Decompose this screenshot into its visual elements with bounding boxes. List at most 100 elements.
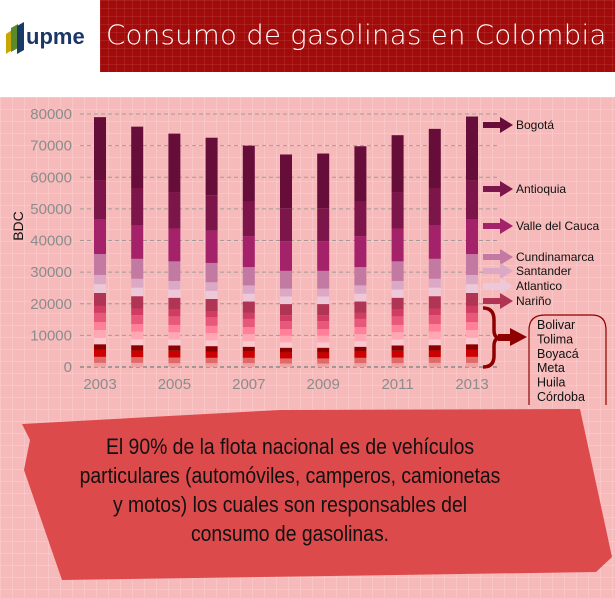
bar-segment-bogotá — [428, 128, 441, 189]
bar-segment-antioquia — [242, 201, 255, 237]
bar-segment-other — [317, 363, 330, 367]
bar-segment-tolima — [466, 312, 478, 323]
bar-segment-tolima — [205, 317, 218, 326]
bar-segment-other — [391, 357, 404, 364]
bar-segment-atlantico — [94, 284, 106, 293]
bar-segment-boyacá — [428, 323, 441, 332]
bar-segment-cundinamarca — [280, 270, 292, 289]
bar-segment-bogotá — [168, 133, 181, 193]
bar-segment-meta — [242, 334, 255, 342]
bar-segment-other — [466, 362, 478, 367]
bar-segment-valle-del-cauca — [354, 236, 367, 268]
bar-segment-antioquia — [466, 180, 478, 219]
bar-segment-córdoba — [205, 346, 218, 352]
bar-segment-córdoba — [391, 345, 404, 351]
bar-segment-boyacá — [131, 323, 144, 332]
bar-segment-córdoba — [94, 344, 106, 350]
bar-segment-antioquia — [391, 192, 404, 229]
bar-segment-other — [168, 350, 181, 358]
note-line: consumo de gasolinas. — [190, 521, 390, 546]
bar-segment-bolivar — [317, 315, 330, 322]
bar-segment-atlantico — [168, 289, 181, 298]
legend-group-label: Huila — [537, 376, 566, 390]
x-tick-label: 2011 — [381, 376, 413, 393]
bar-segment-boyacá — [317, 329, 330, 336]
bar-segment-cundinamarca — [391, 261, 404, 281]
note-line: particulares (automóviles, camperos, cam… — [79, 463, 501, 488]
bar-segment-córdoba — [168, 345, 181, 351]
bar-segment-santander — [242, 285, 255, 294]
bar-segment-atlantico — [466, 284, 478, 293]
bar-segment-nariño — [428, 296, 441, 309]
bar-segment-córdoba — [131, 345, 144, 351]
bar-segment-córdoba — [280, 347, 292, 353]
bar-segment-boyacá — [391, 324, 404, 333]
x-tick-label: 2003 — [83, 376, 116, 393]
legend-label: Cundinamarca — [516, 250, 594, 264]
bar-segment-bogotá — [205, 137, 218, 196]
bar-segment-meta — [354, 334, 367, 342]
bar-segment-other — [317, 352, 330, 359]
bar-segment-bogotá — [317, 153, 330, 209]
bar-segment-valle-del-cauca — [131, 225, 144, 259]
legend-arrow-icon — [500, 218, 513, 234]
bar-segment-other — [131, 357, 144, 363]
bar-segment-boyacá — [168, 324, 181, 333]
bar-segment-other — [428, 362, 441, 367]
y-tick-label: 10000 — [30, 327, 72, 344]
bar-segment-santander — [205, 282, 218, 291]
legend-group-box — [528, 314, 607, 405]
bar-segment-other — [317, 358, 330, 364]
bar-segment-other — [428, 350, 441, 358]
bar-segment-antioquia — [428, 188, 441, 226]
y-tick-label: 80000 — [30, 106, 72, 123]
bar-segment-valle-del-cauca — [168, 228, 181, 262]
bar-segment-other — [131, 350, 144, 358]
info-note: El 90% de la flota nacional es de vehícu… — [70, 432, 510, 548]
bar-segment-cundinamarca — [242, 267, 255, 286]
bar-segment-huila — [94, 337, 106, 345]
page-title: Consumo de gasolinas en Colombia — [106, 20, 607, 51]
bar-segment-bolivar — [242, 312, 255, 319]
bar-segment-atlantico — [280, 296, 292, 305]
legend-arrow-icon — [510, 328, 527, 346]
title-banner: Consumo de gasolinas en Colombia — [100, 0, 615, 72]
bar-segment-huila — [242, 341, 255, 347]
bar-segment-santander — [280, 288, 292, 297]
legend-label: Bogotá — [516, 118, 554, 132]
bar-segment-valle-del-cauca — [242, 236, 255, 268]
bar-segment-cundinamarca — [94, 254, 106, 275]
legend-arrow-icon — [483, 254, 501, 260]
legend-label: Atlantico — [516, 279, 562, 293]
bar-segment-other — [354, 351, 367, 358]
bar-segment-santander — [131, 278, 144, 288]
bar-segment-other — [94, 362, 106, 367]
bar-segment-boyacá — [242, 327, 255, 335]
bar-segment-meta — [131, 331, 144, 340]
y-axis-label: BDC — [10, 211, 26, 241]
upme-logo: upme — [4, 20, 96, 64]
bar-segment-other — [280, 358, 292, 364]
bar-segment-valle-del-cauca — [94, 218, 106, 255]
bar-segment-tolima — [354, 318, 367, 328]
legend-arrow-icon — [500, 249, 513, 265]
legend-group-label: Córdoba — [537, 390, 585, 404]
bar-segment-bolivar — [205, 311, 218, 318]
y-tick-label: 20000 — [30, 296, 72, 313]
bar-segment-atlantico — [354, 293, 367, 302]
bar-segment-santander — [168, 280, 181, 290]
bar-segment-other — [168, 357, 181, 364]
bar-segment-bogotá — [242, 145, 255, 202]
bar-segment-other — [205, 357, 218, 364]
bar-segment-tolima — [242, 318, 255, 328]
legend-arrow-icon — [483, 283, 501, 289]
bar-segment-tolima — [94, 312, 106, 323]
bar-segment-boyacá — [205, 325, 218, 334]
bar-segment-other — [242, 357, 255, 364]
bar-segment-boyacá — [280, 329, 292, 336]
bar-segment-other — [94, 356, 106, 363]
bar-segment-other — [205, 363, 218, 367]
bar-segment-atlantico — [205, 290, 218, 300]
bar-segment-meta — [428, 331, 441, 340]
legend-arrow-icon — [483, 298, 501, 304]
